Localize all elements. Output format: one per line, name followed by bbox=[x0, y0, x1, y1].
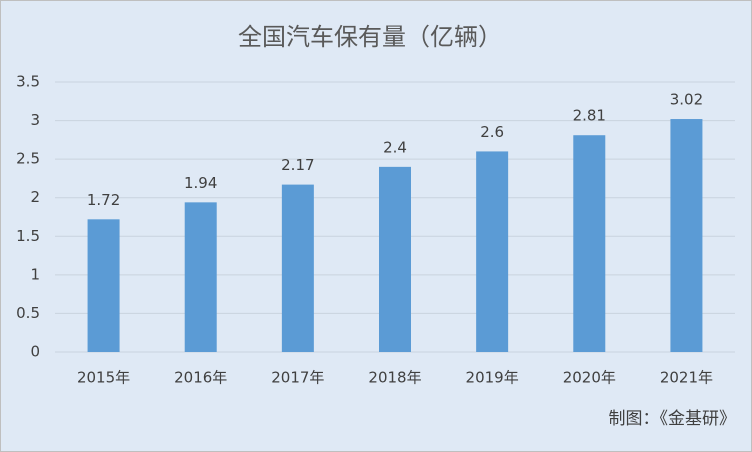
bar bbox=[476, 151, 509, 352]
y-tick-label: 0 bbox=[30, 343, 40, 361]
y-tick-label: 0.5 bbox=[16, 304, 40, 322]
x-tick-label: 2018年 bbox=[368, 369, 421, 387]
y-tick-label: 3 bbox=[30, 111, 40, 129]
x-tick-label: 2016年 bbox=[174, 369, 227, 387]
bar bbox=[184, 202, 217, 352]
y-tick-label: 2.5 bbox=[16, 150, 40, 168]
bar bbox=[281, 184, 314, 352]
bar bbox=[87, 219, 120, 352]
data-label: 2.81 bbox=[573, 107, 606, 125]
x-tick-label: 2017年 bbox=[271, 369, 324, 387]
y-tick-label: 3.5 bbox=[16, 73, 40, 91]
data-label: 1.72 bbox=[87, 191, 120, 209]
annotation: 制图：《金基研》 bbox=[609, 409, 737, 429]
bar bbox=[670, 119, 703, 353]
bar bbox=[379, 166, 411, 352]
x-tick-label: 2015年 bbox=[77, 369, 130, 387]
data-label: 1.94 bbox=[184, 174, 217, 192]
x-tick-label: 2019年 bbox=[466, 369, 519, 387]
data-label: 2.4 bbox=[383, 138, 407, 156]
data-label: 3.02 bbox=[670, 91, 703, 109]
y-tick-label: 1 bbox=[30, 265, 40, 283]
bar bbox=[573, 135, 606, 352]
data-label: 2.17 bbox=[281, 156, 314, 174]
y-tick-label: 1.5 bbox=[16, 227, 40, 245]
x-tick-label: 2021年 bbox=[660, 369, 713, 387]
x-tick-label: 2020年 bbox=[563, 369, 616, 387]
chart-title: 全国汽车保有量（亿辆） bbox=[238, 23, 502, 51]
data-label: 2.6 bbox=[480, 123, 504, 141]
y-tick-label: 2 bbox=[30, 188, 40, 206]
